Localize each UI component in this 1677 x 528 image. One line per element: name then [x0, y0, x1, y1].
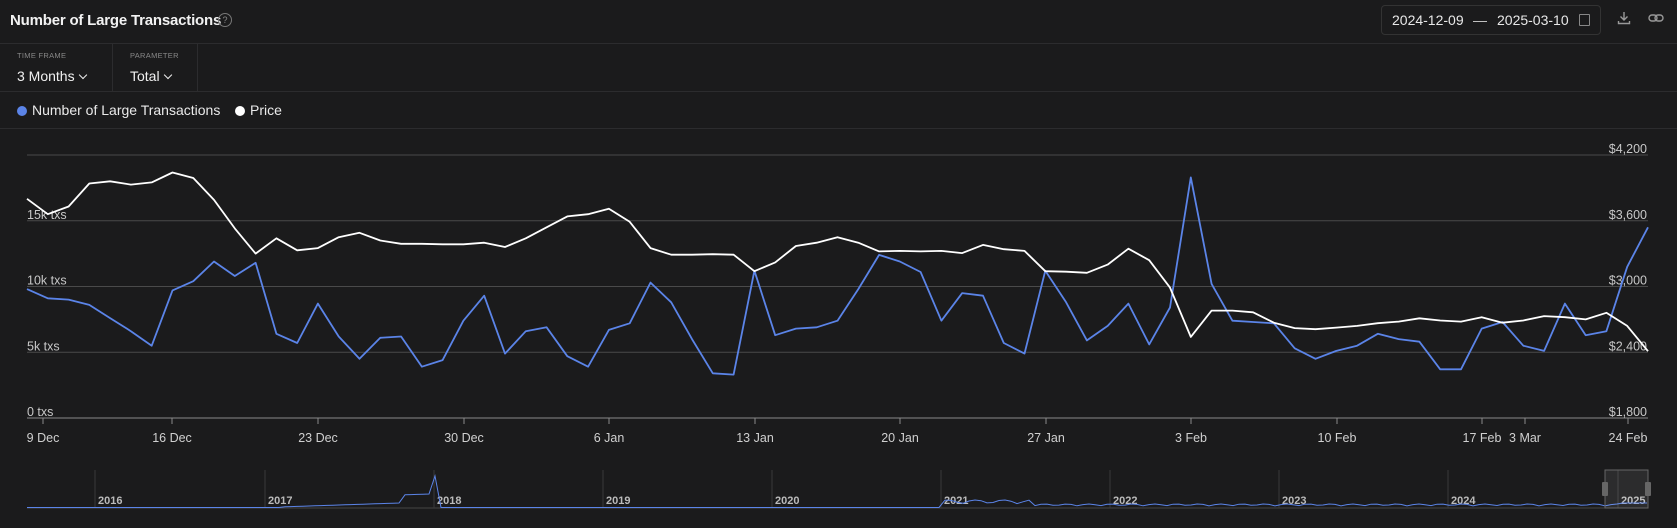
legend-item-transactions[interactable]: Number of Large Transactions [17, 102, 220, 118]
y-left-tick-label: 5k txs [27, 339, 60, 353]
navigator-handle-left [1602, 482, 1608, 496]
main-chart[interactable]: $1,800 $2,400 $3,000 $3,600 $4,200 0 txs 5k tx… [0, 128, 1677, 528]
y-right-tick-label: $3,600 [1609, 208, 1647, 222]
parameter-value[interactable]: Total [130, 68, 160, 84]
time-frame-value-wrap[interactable]: 3 Months [17, 68, 87, 84]
navigator-year-label: 2016 [98, 495, 122, 507]
y-left-tick-label: 10k txs [27, 274, 67, 288]
time-frame-select[interactable]: TIME FRAME 3 Months [0, 44, 113, 91]
time-frame-label: TIME FRAME [17, 51, 67, 60]
question-circle-icon[interactable]: ? [218, 13, 232, 27]
x-tick-label: 3 Feb [1175, 431, 1207, 445]
chevron-down-icon[interactable] [163, 70, 172, 80]
navigator-year-label: 2024 [1451, 495, 1476, 507]
x-tick-label: 13 Jan [736, 431, 774, 445]
x-tick-label: 20 Jan [881, 431, 919, 445]
x-tick-label: 3 Mar [1509, 431, 1541, 445]
x-tick-label: 17 Feb [1463, 431, 1502, 445]
series-line-transactions [26, 176, 1649, 376]
calendar-icon[interactable] [1579, 14, 1590, 26]
x-tick-label: 23 Dec [298, 431, 338, 445]
parameter-label: PARAMETER [130, 51, 179, 60]
time-frame-value[interactable]: 3 Months [17, 68, 75, 84]
navigator-year-label: 2020 [775, 495, 799, 507]
x-tick-label: 27 Jan [1027, 431, 1065, 445]
y-left-tick-label: 0 txs [27, 405, 53, 419]
navigator-year-label: 2019 [606, 495, 630, 507]
parameter-select[interactable]: PARAMETER Total [113, 44, 198, 91]
y-right-tick-label: $1,800 [1609, 405, 1647, 419]
x-tick-label: 16 Dec [152, 431, 192, 445]
y-right-tick-label: $2,400 [1609, 339, 1647, 353]
legend-label: Price [250, 102, 282, 118]
legend-label: Number of Large Transactions [32, 102, 221, 118]
navigator-handle-right [1645, 482, 1651, 496]
navigator-series-line [27, 474, 1647, 508]
chevron-down-icon[interactable] [78, 70, 87, 80]
y-right-tick-label: $4,200 [1609, 142, 1647, 156]
navigator-year-label: 2021 [944, 495, 968, 507]
controls-bar: TIME FRAME 3 Months PARAMETER Total [0, 44, 1677, 92]
x-tick-label: 30 Dec [444, 431, 484, 445]
date-separator: — [1473, 12, 1487, 28]
navigator-year-label: 2017 [268, 495, 292, 507]
download-icon[interactable] [1615, 11, 1633, 29]
x-tick-label: 10 Feb [1318, 431, 1357, 445]
date-from[interactable]: 2024-12-09 [1392, 12, 1464, 28]
legend-dot-icon [17, 106, 27, 116]
y-right-tick-label: $3,000 [1609, 274, 1647, 288]
navigator-year-label: 2018 [437, 495, 461, 507]
navigator-selection [1604, 469, 1649, 509]
page-title: Number of Large Transactions [10, 12, 222, 29]
x-tick-label: 6 Jan [594, 431, 625, 445]
legend-dot-icon [235, 106, 245, 116]
series-line-price [26, 171, 1649, 352]
chart-legend: Number of Large Transactions Price [0, 92, 1677, 129]
date-range-picker[interactable]: 2024-12-09 — 2025-03-10 [1381, 5, 1601, 35]
parameter-value-wrap[interactable]: Total [130, 68, 172, 84]
link-icon[interactable] [1647, 11, 1665, 29]
navigator-year-label: 2025 [1621, 495, 1645, 507]
timeline-navigator[interactable]: 2016201720182019202020212022202320242025 [0, 468, 1677, 518]
x-tick-label: 24 Feb [1609, 431, 1648, 445]
x-tick-label: 9 Dec [27, 431, 60, 445]
date-to[interactable]: 2025-03-10 [1497, 12, 1569, 28]
header-bar: Number of Large Transactions ? 2024-12-0… [0, 0, 1677, 44]
legend-item-price[interactable]: Price [235, 102, 282, 118]
